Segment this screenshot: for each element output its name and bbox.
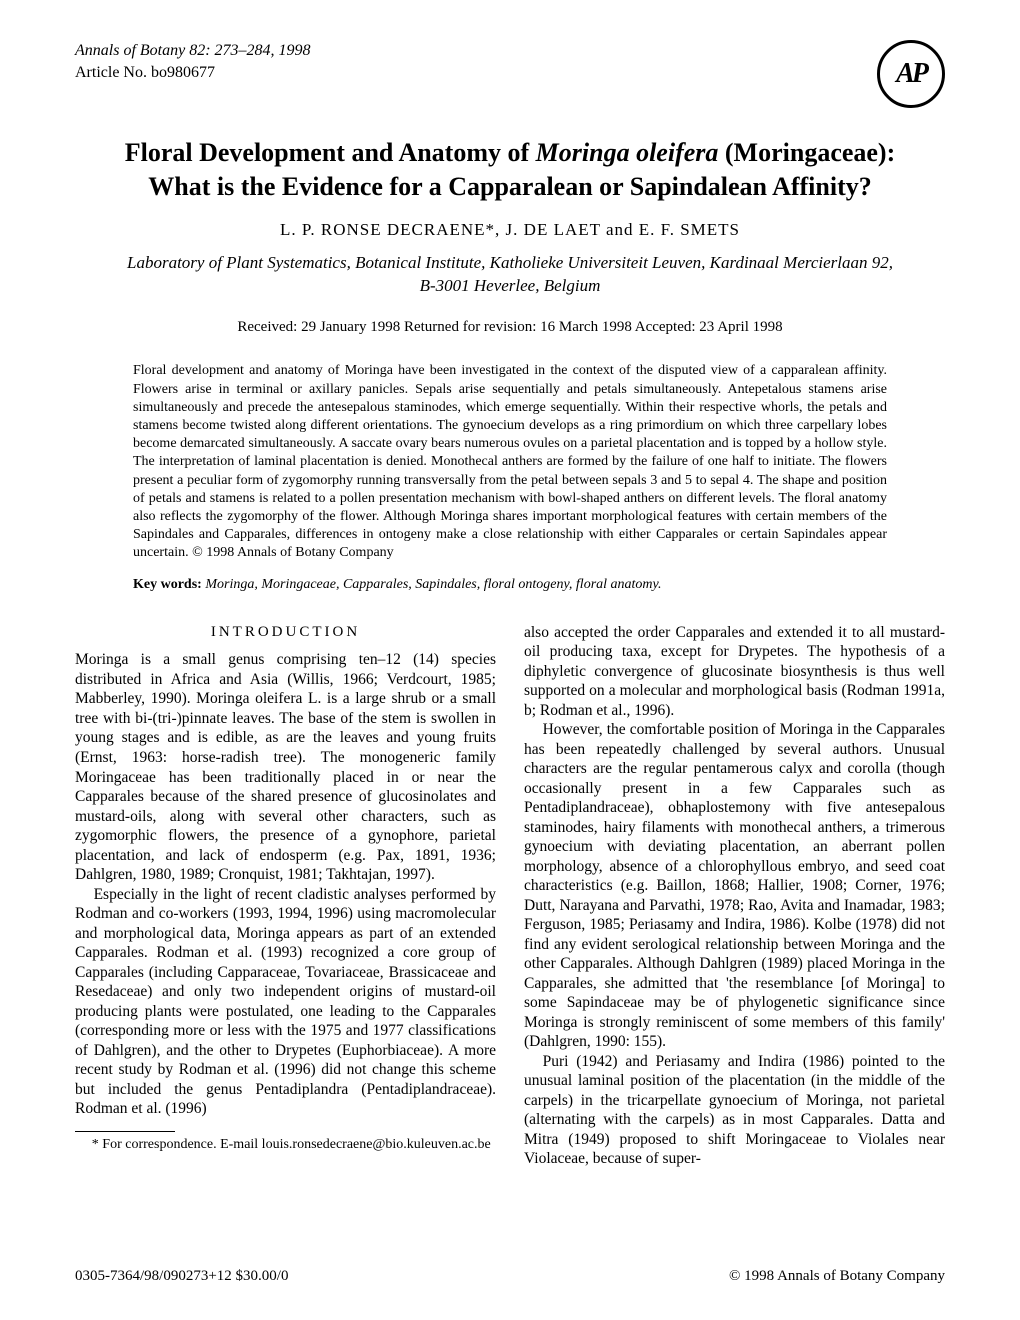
title-species: Moringa oleifera	[536, 138, 719, 167]
journal-name-vol: Annals of Botany 82: 273–284, 1998	[75, 40, 311, 62]
publisher-logo-icon: AP	[877, 40, 945, 108]
keywords-label: Key words:	[133, 577, 202, 592]
intro-col2-paragraph-3: Puri (1942) and Periasamy and Indira (19…	[524, 1052, 945, 1169]
intro-paragraph-2: Especially in the light of recent cladis…	[75, 885, 496, 1119]
footer-copyright: © 1998 Annals of Botany Company	[729, 1268, 945, 1285]
affiliation: Laboratory of Plant Systematics, Botanic…	[75, 252, 945, 298]
affiliation-line2: B-3001 Heverlee, Belgium	[420, 276, 601, 295]
footer-issn: 0305-7364/98/090273+12 $30.00/0	[75, 1268, 288, 1285]
authors: L. P. RONSE DECRAENE*, J. DE LAET and E.…	[75, 220, 945, 240]
page-footer: 0305-7364/98/090273+12 $30.00/0 © 1998 A…	[75, 1268, 945, 1285]
footnote-rule	[75, 1131, 175, 1132]
title-line2: What is the Evidence for a Capparalean o…	[148, 172, 872, 201]
keywords: Key words: Moringa, Moringaceae, Cappara…	[133, 577, 887, 593]
intro-paragraph-1: Moringa is a small genus comprising ten–…	[75, 650, 496, 884]
affiliation-line1: Laboratory of Plant Systematics, Botanic…	[127, 253, 893, 272]
manuscript-dates: Received: 29 January 1998 Returned for r…	[75, 319, 945, 336]
journal-meta: Annals of Botany 82: 273–284, 1998 Artic…	[75, 40, 311, 83]
abstract: Floral development and anatomy of Moring…	[133, 362, 887, 562]
introduction-heading: INTRODUCTION	[75, 623, 496, 642]
title-part1b: (Moringaceae):	[718, 138, 895, 167]
article-title: Floral Development and Anatomy of Moring…	[75, 136, 945, 204]
intro-col2-paragraph-1: also accepted the order Capparales and e…	[524, 623, 945, 721]
correspondence-footnote: * For correspondence. E-mail louis.ronse…	[75, 1136, 496, 1154]
keywords-text: Moringa, Moringaceae, Capparales, Sapind…	[202, 577, 662, 592]
intro-col2-paragraph-2: However, the comfortable position of Mor…	[524, 720, 945, 1052]
title-part1: Floral Development and Anatomy of	[125, 138, 536, 167]
header-row: Annals of Botany 82: 273–284, 1998 Artic…	[75, 40, 945, 108]
body-columns: INTRODUCTION Moringa is a small genus co…	[75, 623, 945, 1169]
article-number: Article No. bo980677	[75, 62, 311, 84]
